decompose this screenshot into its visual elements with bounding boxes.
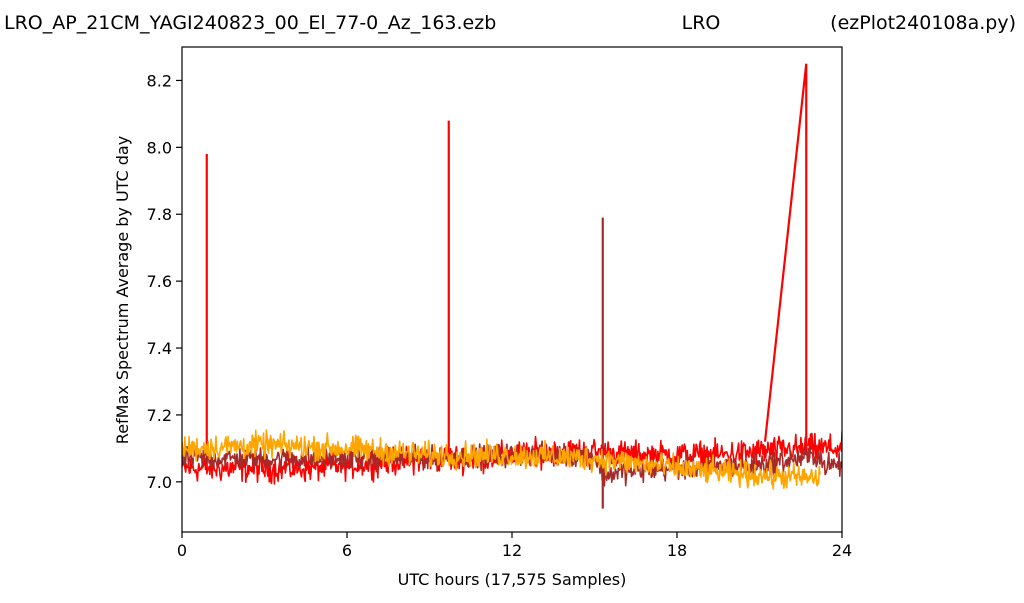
series-line [182,429,821,490]
y-tick-label: 7.2 [147,406,172,425]
series-layer [182,63,842,509]
y-tick-label: 7.0 [147,473,172,492]
x-tick-label: 0 [177,541,187,560]
x-tick-label: 18 [667,541,687,560]
x-tick-label: 24 [832,541,852,560]
x-tick-label: 12 [502,541,522,560]
x-axis-label: UTC hours (17,575 Samples) [398,570,627,589]
y-axis: 7.0 7.2 7.4 7.6 7.8 8.0 8.2 [147,71,182,492]
chart-title-center: LRO [682,12,721,34]
y-tick-label: 7.4 [147,339,172,358]
y-tick-label: 7.8 [147,205,172,224]
y-tick-label: 8.2 [147,71,172,90]
y-tick-label: 8.0 [147,138,172,157]
x-axis: 0 6 12 18 24 [177,532,852,560]
y-axis-label: RefMax Spectrum Average by UTC day [113,136,132,444]
ramp-mark [763,63,808,449]
chart-title-left: LRO_AP_21CM_YAGI240823_00_El_77-0_Az_163… [4,12,496,34]
chart-title-right: (ezPlot240108a.py) [830,12,1016,34]
y-tick-label: 7.6 [147,272,172,291]
x-tick-label: 6 [342,541,352,560]
